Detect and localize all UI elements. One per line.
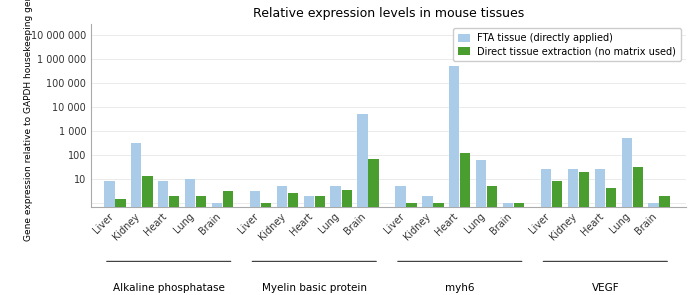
Text: Myelin basic protein: Myelin basic protein (262, 283, 367, 293)
Bar (368, 159, 379, 295)
Bar (288, 193, 298, 295)
Bar (169, 196, 179, 295)
Bar (487, 186, 498, 295)
Bar (142, 176, 153, 295)
Bar (304, 196, 314, 295)
Bar (330, 186, 341, 295)
Bar (342, 190, 352, 295)
Bar (476, 160, 486, 295)
Text: Alkaline phosphatase: Alkaline phosphatase (113, 283, 225, 293)
Text: myh6: myh6 (445, 283, 475, 293)
Bar (104, 181, 115, 295)
Bar (212, 203, 222, 295)
Bar (314, 196, 325, 295)
Bar (460, 153, 470, 295)
Legend: FTA tissue (directly applied), Direct tissue extraction (no matrix used): FTA tissue (directly applied), Direct ti… (453, 28, 681, 61)
Bar (358, 114, 368, 295)
Bar (131, 143, 141, 295)
Bar (622, 138, 632, 295)
Bar (552, 181, 562, 295)
Text: VEGF: VEGF (592, 283, 619, 293)
Bar (514, 203, 524, 295)
Bar (433, 203, 444, 295)
Bar (116, 199, 125, 295)
Bar (659, 196, 670, 295)
Bar (568, 169, 578, 295)
Bar (185, 179, 195, 295)
Bar (223, 191, 233, 295)
Bar (158, 181, 169, 295)
Bar (594, 169, 605, 295)
Bar (276, 186, 287, 295)
Bar (503, 203, 513, 295)
Bar (606, 189, 616, 295)
Bar (541, 169, 551, 295)
Bar (633, 167, 643, 295)
Bar (395, 186, 405, 295)
Bar (648, 203, 659, 295)
Bar (579, 172, 589, 295)
Bar (261, 203, 271, 295)
Title: Relative expression levels in mouse tissues: Relative expression levels in mouse tiss… (253, 7, 524, 20)
Bar (250, 191, 260, 295)
Y-axis label: Gene expression relative to GAPDH housekeeping gene: Gene expression relative to GAPDH housek… (24, 0, 33, 241)
Bar (449, 66, 459, 295)
Bar (196, 196, 206, 295)
Bar (407, 203, 416, 295)
Bar (422, 196, 433, 295)
